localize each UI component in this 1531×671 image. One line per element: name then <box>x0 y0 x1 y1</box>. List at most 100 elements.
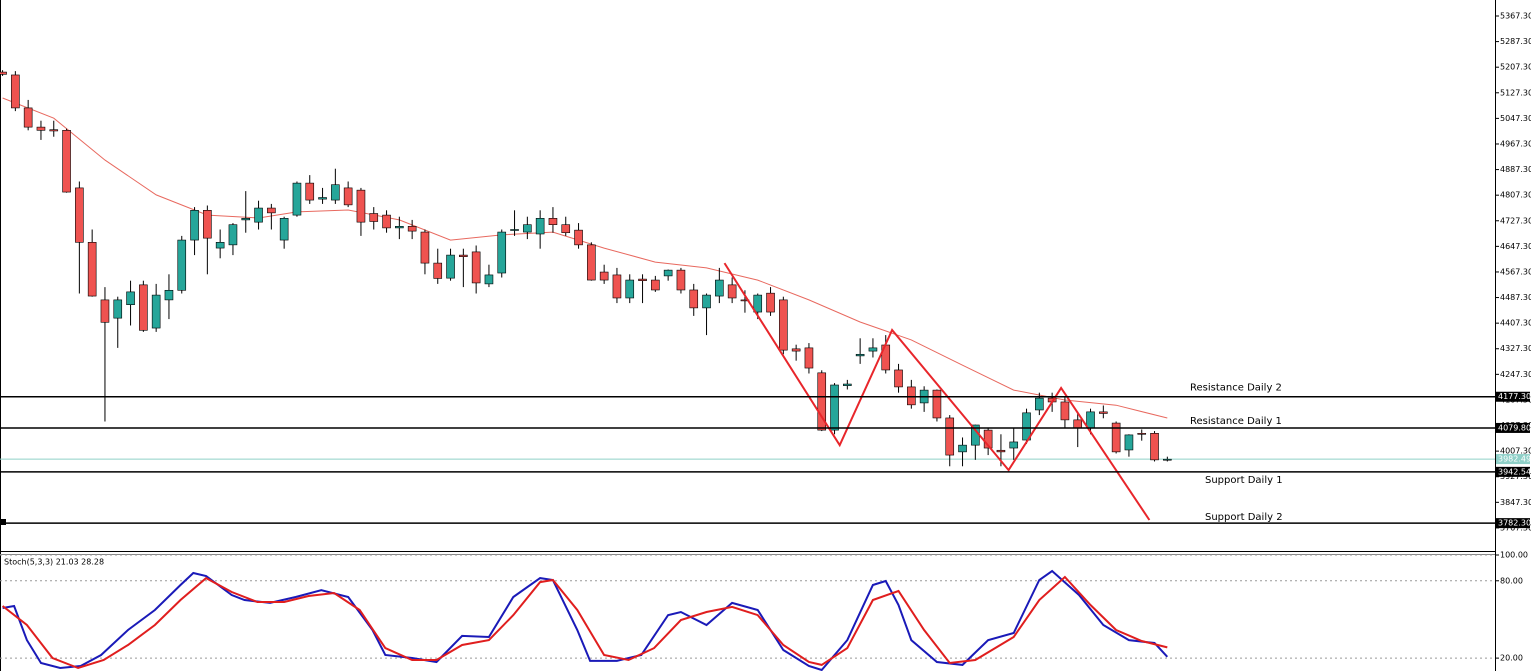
level-name: Support Daily 1 <box>1205 475 1283 486</box>
y-tick-label: 4407.30 <box>1500 319 1531 328</box>
candle-body <box>228 224 238 246</box>
candle-body <box>23 107 33 128</box>
candle-body <box>753 294 763 313</box>
candle-body <box>638 278 647 281</box>
candle-body <box>907 386 916 406</box>
candle-body <box>113 299 123 319</box>
candle-body <box>958 444 967 453</box>
y-tick-label: 4247.30 <box>1500 370 1531 379</box>
candle-body <box>497 231 507 274</box>
level-price-label: 4177.30 <box>1498 392 1531 401</box>
candle-body <box>433 262 443 279</box>
candle-body <box>715 279 724 297</box>
y-tick-label: 4967.30 <box>1500 139 1531 148</box>
candle-body <box>292 182 302 216</box>
candle-body <box>663 269 673 277</box>
candle-body <box>215 242 225 249</box>
y-tick-label: 4887.30 <box>1500 165 1531 174</box>
candle-body <box>49 129 59 132</box>
candle-body <box>817 372 827 431</box>
candle-body <box>36 126 46 131</box>
candle-body <box>561 224 571 234</box>
candle-body <box>932 389 942 419</box>
candle-body <box>727 284 737 299</box>
candle-body <box>1099 411 1108 414</box>
y-tick-label: 5287.30 <box>1500 37 1531 46</box>
level-name: Support Daily 2 <box>1205 512 1283 523</box>
level-handle <box>0 519 6 525</box>
candle-body <box>331 184 340 201</box>
candle-body <box>190 210 199 241</box>
candle-body <box>523 224 532 233</box>
candle-body <box>484 274 494 285</box>
candle-body <box>1060 401 1070 421</box>
last-price-label: 3982.49 <box>1498 455 1531 464</box>
y-tick-label: 80.00 <box>1500 576 1523 585</box>
level-price-box <box>1496 518 1530 529</box>
y-tick-label: 5207.30 <box>1500 63 1531 72</box>
level-price-box <box>1496 466 1530 477</box>
candle-body <box>983 429 993 449</box>
y-tick-label: 4647.30 <box>1500 242 1531 251</box>
candle-body <box>574 229 583 246</box>
level-name: Resistance Daily 1 <box>1190 416 1282 427</box>
candle-body <box>791 348 801 352</box>
candle-body <box>996 449 1006 453</box>
candle-body <box>676 269 686 291</box>
candle-body <box>126 291 135 305</box>
candle-body <box>407 226 417 232</box>
candle-body <box>1009 441 1019 449</box>
y-tick-label: 4727.30 <box>1500 216 1531 225</box>
y-tick-label: 100.00 <box>1500 551 1528 560</box>
candle-body <box>100 299 110 323</box>
candle-body <box>356 189 366 223</box>
candle-body <box>87 242 97 297</box>
candle-body <box>279 218 289 241</box>
candle-body <box>1073 419 1083 429</box>
candle-body <box>779 299 788 351</box>
candle-body <box>459 254 468 257</box>
candle-body <box>1035 397 1044 411</box>
candle-body <box>369 213 379 222</box>
y-tick-label: 4007.30 <box>1500 447 1531 456</box>
candle-body <box>1086 411 1095 429</box>
y-tick-label: 4807.30 <box>1500 191 1531 200</box>
level-price-box <box>1496 391 1530 402</box>
candle-body <box>625 279 635 299</box>
candle-body <box>945 417 955 456</box>
level-price-label: 3942.54 <box>1498 467 1531 476</box>
candle-body <box>702 294 711 309</box>
candle-body <box>689 289 699 309</box>
candle-body <box>254 207 263 223</box>
candle-body <box>139 284 148 331</box>
candle-body <box>612 274 622 299</box>
stochastic-line <box>1 575 1168 670</box>
candle-body <box>510 229 519 231</box>
candle-body <box>894 369 903 388</box>
candle-body <box>382 214 391 229</box>
y-tick-label: 4567.30 <box>1500 267 1531 276</box>
candle-body <box>535 218 545 235</box>
level-price-label: 4079.80 <box>1498 423 1531 432</box>
y-tick-label: 5047.30 <box>1500 114 1531 123</box>
y-tick-label: 5367.30 <box>1500 11 1531 20</box>
stoch-title: Stoch(5,3,3) 21.03 28.28 <box>4 558 104 567</box>
candle-body <box>11 74 20 109</box>
candle-body <box>267 207 276 214</box>
level-price-box <box>1496 422 1530 433</box>
trend-line <box>723 262 1151 521</box>
y-tick-label: 20.00 <box>1500 654 1523 663</box>
level-price-label: 3782.30 <box>1498 519 1531 528</box>
candle-body <box>471 251 481 284</box>
candle-body <box>343 187 353 206</box>
candle-body <box>1022 412 1031 441</box>
candle-body <box>1124 434 1134 451</box>
candle-body <box>420 231 430 264</box>
candle-body <box>241 218 251 221</box>
last-price-box <box>1496 454 1530 465</box>
candle-body <box>75 187 84 243</box>
candle-body <box>868 347 878 352</box>
candle-body <box>1150 433 1159 461</box>
